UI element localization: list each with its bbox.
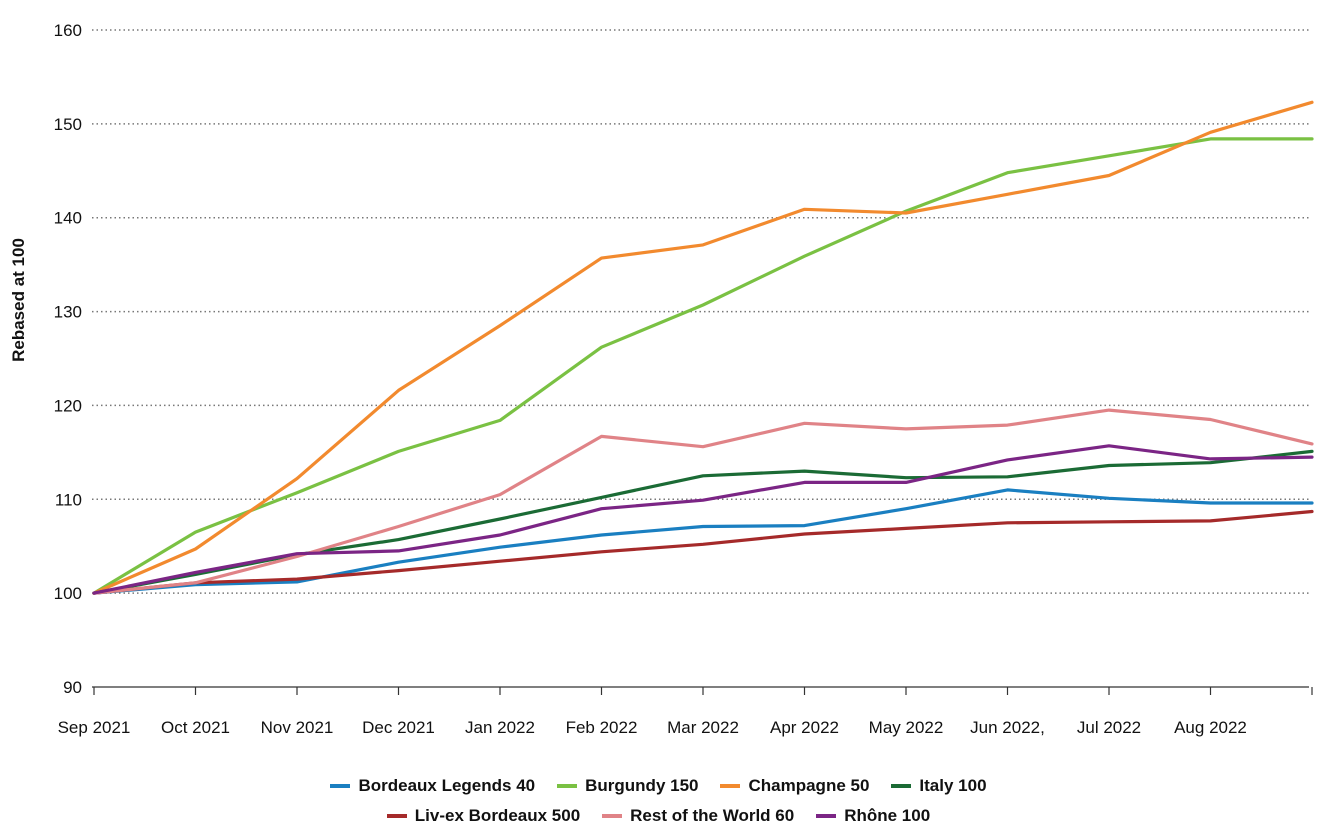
y-tick-label: 100	[54, 584, 82, 603]
legend-item: Burgundy 150	[557, 776, 698, 796]
x-tick-label: Jan 2022	[465, 718, 535, 737]
legend-item: Rhône 100	[816, 806, 930, 826]
legend-row-2: Liv-ex Bordeaux 500 Rest of the World 60 R…	[0, 806, 1317, 826]
series-line-champagne-50	[92, 100, 1314, 595]
x-tick-label: Aug 2022	[1174, 718, 1247, 737]
x-tick-label: Mar 2022	[667, 718, 739, 737]
legend-item: Bordeaux Legends 40	[330, 776, 535, 796]
y-tick-label: 90	[63, 678, 82, 697]
y-tick-label: 130	[54, 303, 82, 322]
legend-item: Liv-ex Bordeaux 500	[386, 806, 581, 826]
legend-label: Liv-ex Bordeaux 500	[414, 806, 581, 825]
legend-label: Burgundy 150	[585, 776, 699, 795]
legend-item: Italy 100	[891, 776, 987, 796]
legend-label: Rest of the World 60	[630, 806, 795, 825]
x-tick-label: Feb 2022	[566, 718, 638, 737]
legend-swatch	[602, 814, 623, 818]
legend-swatch	[816, 814, 837, 818]
series-line-bordeaux-legends-40	[92, 488, 1314, 595]
legend-swatch	[386, 814, 407, 818]
series-line-burgundy-150	[92, 137, 1314, 595]
y-tick-labels: 90 100 110 120 130 140 150 160	[54, 21, 82, 697]
series-line-rh-ne-100	[92, 444, 1314, 595]
y-tick-label: 140	[54, 209, 82, 228]
x-tick-label: Oct 2021	[161, 718, 230, 737]
legend-swatch	[557, 784, 578, 788]
series-line-rest-of-the-world-60	[92, 408, 1314, 595]
legend-item: Champagne 50	[720, 776, 869, 796]
legend-item: Rest of the World 60	[602, 806, 794, 826]
y-axis-label: Rebased at 100	[9, 238, 28, 362]
y-tick-label: 110	[55, 490, 82, 509]
legend-label: Rhône 100	[844, 806, 931, 825]
y-tick-label: 120	[54, 396, 82, 415]
legend-label: Italy 100	[919, 776, 987, 795]
legend-swatch	[891, 784, 912, 788]
legend-label: Champagne 50	[748, 776, 870, 795]
y-tick-label: 160	[54, 21, 82, 40]
series-line-liv-ex-bordeaux-500	[92, 509, 1314, 595]
x-tick-label: Jul 2022	[1077, 718, 1141, 737]
legend-swatch	[330, 784, 351, 788]
legend-row-1: Bordeaux Legends 40 Burgundy 150 Champagne…	[0, 776, 1317, 796]
y-tick-label: 150	[54, 115, 82, 134]
x-tick-label: Sep 2021	[58, 718, 131, 737]
legend-swatch	[720, 784, 741, 788]
series-lines	[92, 100, 1314, 595]
x-tick-label: Dec 2021	[362, 718, 435, 737]
x-axis: Sep 2021 Oct 2021 Nov 2021 Dec 2021 Jan 2022…	[58, 686, 1313, 737]
line-chart: 90 100 110 120 130 140 150 160 Sep 2021 Oct 2021…	[9, 21, 1314, 737]
x-tick-label: Apr 2022	[770, 718, 839, 737]
x-tick-label: Jun 2022,	[970, 718, 1045, 737]
x-tick-label: May 2022	[869, 718, 944, 737]
grid-lines	[92, 29, 1309, 594]
x-tick-label: Nov 2021	[261, 718, 334, 737]
legend-label: Bordeaux Legends 40	[358, 776, 536, 795]
